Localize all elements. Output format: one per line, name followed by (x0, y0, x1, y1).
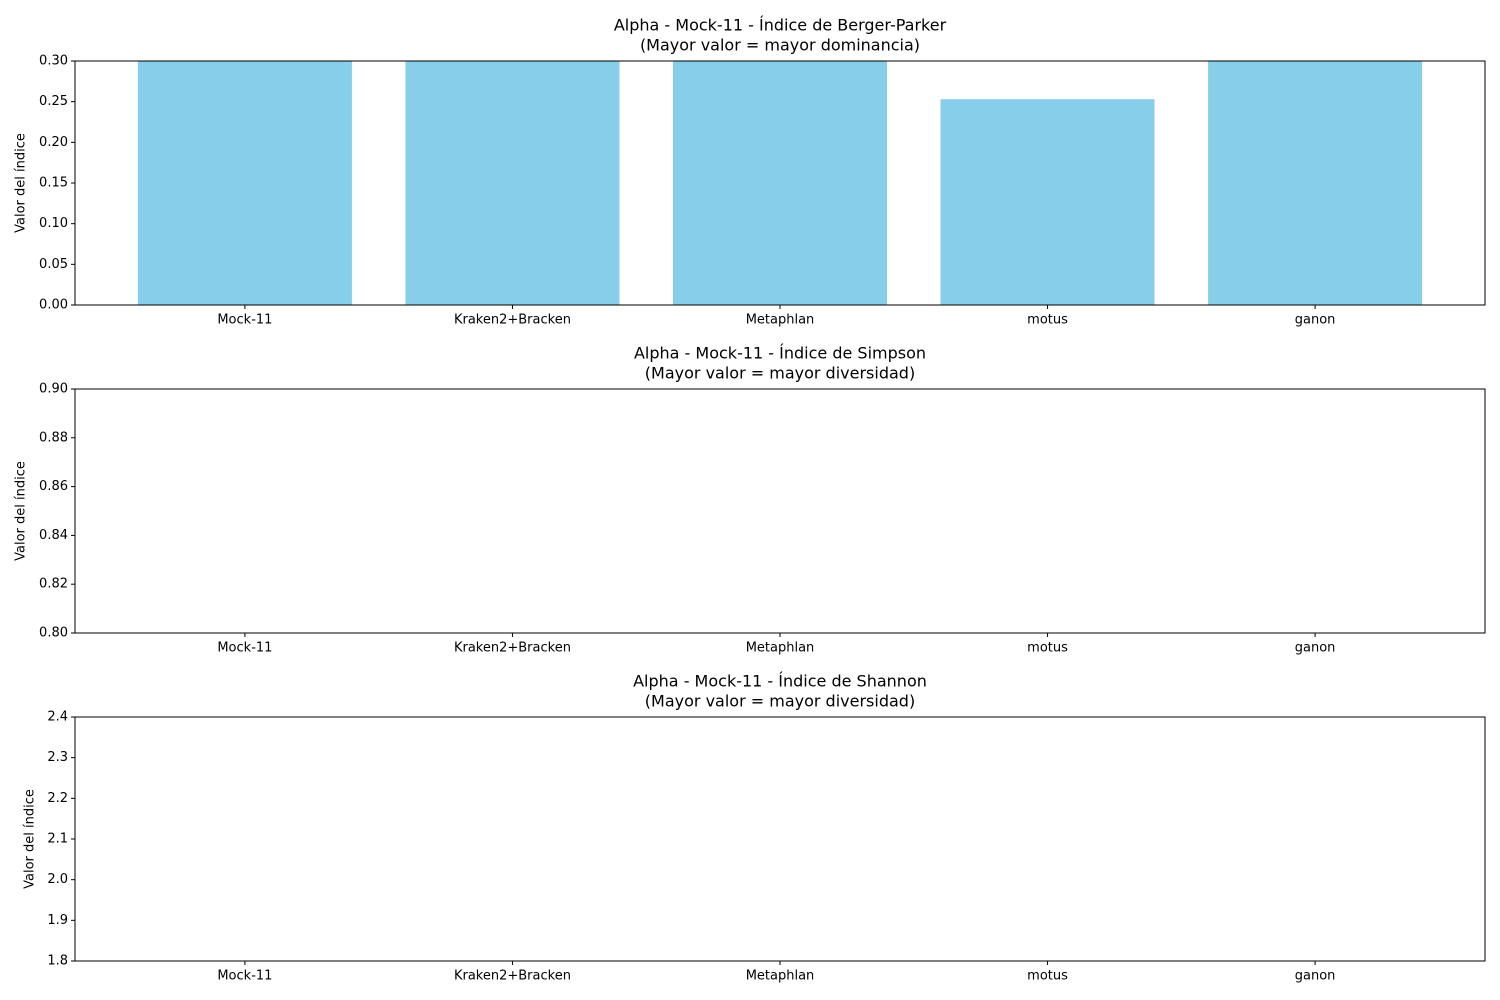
y-tick-label: 1.8 (47, 954, 68, 969)
chart-subtitle: (Mayor valor = mayor diversidad) (645, 692, 915, 711)
bar (940, 99, 1155, 305)
y-axis-label: Valor del índice (14, 461, 29, 561)
bar (1208, 61, 1423, 305)
y-tick-label: 0.25 (39, 94, 68, 109)
plot-area (137, 61, 1423, 305)
axes-frame (74, 60, 1486, 306)
y-axis-label: Valor del índice (23, 789, 38, 889)
y-tick-label: 0.30 (39, 54, 68, 69)
x-tick-label: ganon (1295, 641, 1336, 656)
x-tick-label: Mock-11 (217, 313, 272, 328)
bar (405, 657, 619, 1000)
x-tick-label: Mock-11 (217, 969, 272, 984)
y-tick-label: 0.80 (39, 626, 68, 641)
x-tick-label: Metaphlan (746, 969, 815, 984)
y-tick-label: 0.05 (39, 257, 68, 272)
x-tick-label: Mock-11 (217, 641, 272, 656)
axes-frame (74, 716, 1486, 962)
bar (941, 657, 1155, 1000)
chart-subtitle: (Mayor valor = mayor diversidad) (645, 364, 915, 383)
x-tick-label: motus (1027, 313, 1068, 328)
x-tick-label: ganon (1295, 969, 1336, 984)
x-tick-label: Metaphlan (746, 313, 815, 328)
y-axis-label: Valor del índice (14, 133, 29, 233)
y-tick-label: 0.86 (39, 479, 68, 494)
y-tick-label: 0.88 (39, 430, 68, 445)
x-tick-label: motus (1027, 641, 1068, 656)
bar (405, 61, 620, 305)
y-tick-label: 2.0 (47, 872, 68, 887)
y-tick-label: 2.1 (47, 832, 68, 847)
chart-title: Alpha - Mock-11 - Índice de Shannon (633, 672, 927, 691)
bar (138, 682, 352, 1000)
y-tick-label: 0.00 (39, 298, 68, 313)
y-tick-label: 0.82 (39, 577, 68, 592)
axes-frame (74, 388, 1486, 634)
y-tick-label: 1.9 (47, 913, 68, 928)
plot-area (138, 981, 1422, 1000)
y-tick-label: 0.84 (39, 528, 68, 543)
chart-title: Alpha - Mock-11 - Índice de Simpson (634, 344, 926, 363)
bar (1208, 682, 1422, 1000)
chart-title: Alpha - Mock-11 - Índice de Berger-Parke… (614, 16, 947, 35)
bar (672, 61, 888, 305)
y-tick-label: 2.2 (47, 791, 68, 806)
x-tick-label: Kraken2+Bracken (454, 313, 571, 328)
y-tick-label: 0.20 (39, 135, 68, 150)
y-tick-label: 0.15 (39, 176, 68, 191)
chart-subtitle: (Mayor valor = mayor dominancia) (640, 36, 920, 55)
x-tick-label: Kraken2+Bracken (454, 969, 571, 984)
y-tick-label: 2.3 (47, 750, 68, 765)
x-tick-label: Kraken2+Bracken (454, 641, 571, 656)
bar (941, 981, 1155, 1000)
bar (405, 981, 619, 1000)
bar (137, 61, 352, 305)
bar (673, 706, 887, 1000)
x-tick-label: motus (1027, 969, 1068, 984)
y-tick-label: 2.4 (47, 710, 68, 725)
y-tick-label: 0.10 (39, 216, 68, 231)
x-tick-label: ganon (1295, 313, 1336, 328)
y-tick-label: 0.90 (39, 382, 68, 397)
x-tick-label: Metaphlan (746, 641, 815, 656)
